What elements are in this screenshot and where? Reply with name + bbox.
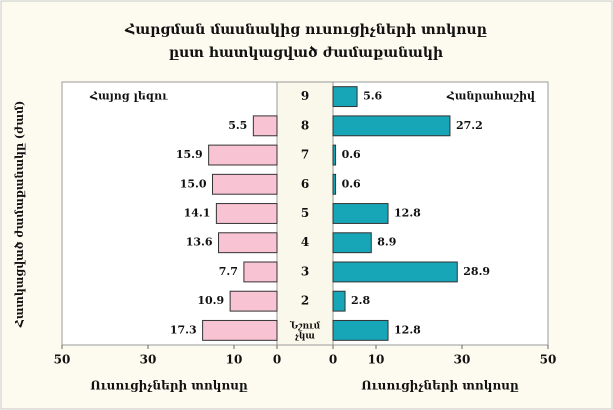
data-label: 5.6 [363,90,382,103]
category-label: 3 [301,264,309,278]
bar [332,261,458,283]
data-label: 28.9 [463,265,490,278]
bar [332,290,346,312]
legend-label: Հանրահաշիվ [446,90,536,103]
data-label: 0.6 [342,148,361,161]
bar [332,203,389,224]
bar [332,173,337,195]
x-tick-label: 10 [226,353,243,367]
category-label: 9 [301,89,309,103]
data-label: 14.1 [184,207,211,220]
x-axis-label: Ուսուցիչների տոկոսը [361,379,519,393]
x-tick-label: 0 [329,353,337,367]
data-label: 8.9 [377,236,396,249]
x-tick-label: 10 [368,353,385,367]
bar [208,144,278,166]
bar [218,232,278,254]
bar [212,173,278,195]
bar [229,290,278,312]
data-label: 17.3 [170,323,197,336]
bar [332,319,389,341]
data-label: 15.0 [180,177,207,190]
bar [202,319,278,341]
bar [243,261,278,283]
data-label: 7.7 [219,265,238,278]
x-tick-label: 30 [454,353,471,367]
category-label: Նշում չկա [289,320,321,341]
category-label: 2 [301,294,309,308]
bar [215,203,278,224]
x-tick-label: 50 [540,353,557,367]
category-label: 7 [301,148,309,162]
bar [332,232,372,254]
x-axis-label: Ուսուցիչների տոկոսը [90,379,248,393]
y-axis-label: Հատկացված ժամաքանակը (ժամ) [13,101,26,329]
data-label: 15.9 [176,148,203,161]
category-column [276,81,334,346]
data-label: 13.6 [186,236,213,249]
bar [252,115,278,137]
x-tick-label: 0 [273,353,281,367]
bar [332,86,358,108]
data-label: 0.6 [342,177,361,190]
legend-label: Հայոց լեզու [89,90,168,103]
data-label: 12.8 [394,207,421,220]
x-tick-label: 50 [54,353,71,367]
data-label: 2.8 [351,294,370,307]
bar [332,144,337,166]
category-label: 8 [301,118,309,132]
category-label: 6 [301,177,309,191]
x-tick-label: 30 [140,353,157,367]
bar [332,115,451,137]
chart-subtitle: ըստ հատկացված ժամաքանակի [169,44,443,61]
data-label: 27.2 [456,119,483,132]
category-label: 4 [301,235,309,249]
data-label: 5.5 [228,119,247,132]
data-label: 12.8 [394,323,421,336]
data-label: 10.9 [197,294,224,307]
category-label: 5 [301,206,309,220]
chart-title: Հարցման մասնակից ուսուցիչների տոկոսը [124,22,487,38]
